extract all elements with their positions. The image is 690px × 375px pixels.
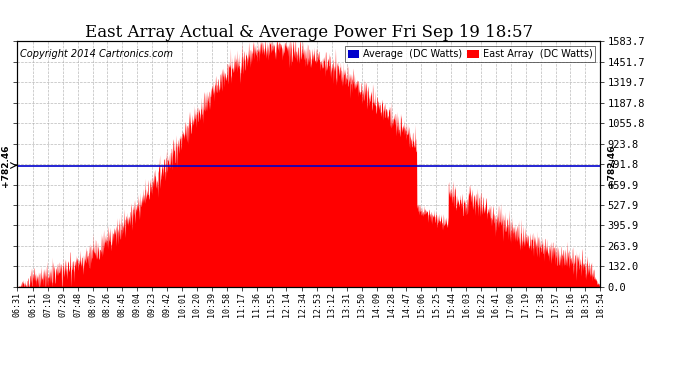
Text: +782.46: +782.46 [1,144,10,187]
Text: Copyright 2014 Cartronics.com: Copyright 2014 Cartronics.com [20,49,173,58]
Title: East Array Actual & Average Power Fri Sep 19 18:57: East Array Actual & Average Power Fri Se… [85,24,533,41]
Text: +782.46: +782.46 [607,144,616,187]
Legend: Average  (DC Watts), East Array  (DC Watts): Average (DC Watts), East Array (DC Watts… [345,46,595,62]
